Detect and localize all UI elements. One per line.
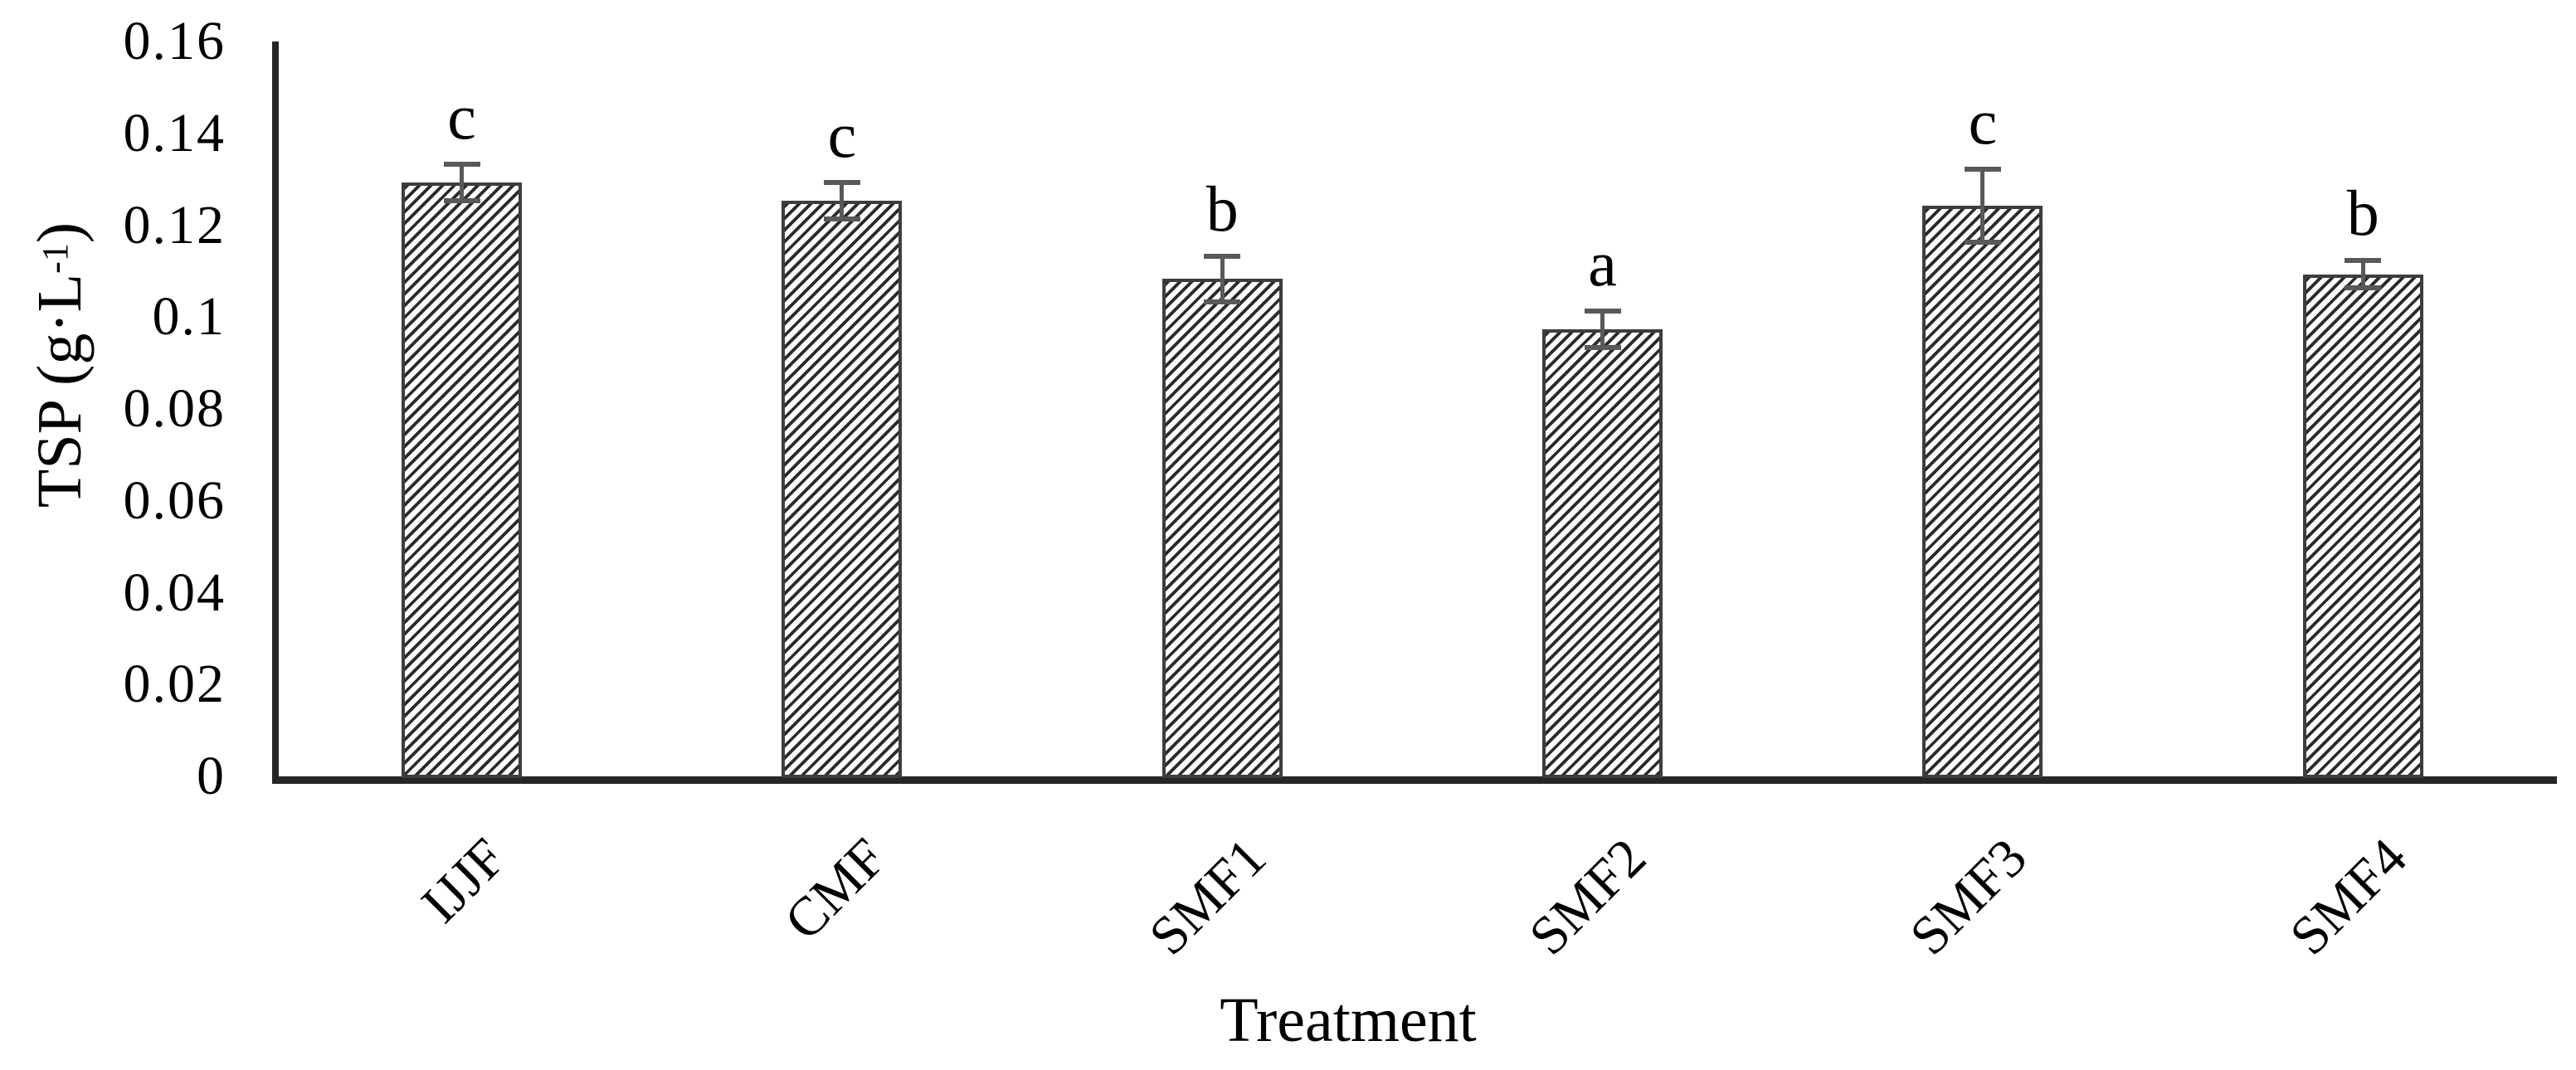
error-bar-cap-top: [823, 180, 860, 186]
error-bar-cap-bottom: [1584, 345, 1621, 351]
error-bar-cap-top: [2345, 258, 2382, 264]
x-category-label-smf4: SMF4: [2278, 827, 2419, 967]
error-bar-cap-bottom: [1964, 240, 2001, 246]
y-tick-label: 0.1: [152, 286, 226, 348]
significance-letter: c: [1968, 85, 1998, 158]
error-bar-line: [1980, 168, 1985, 243]
bar-smf3: [1922, 205, 2043, 778]
y-tick-label: 0: [197, 746, 226, 806]
error-bar-cap-bottom: [443, 198, 480, 204]
error-bar-cap-bottom: [1204, 299, 1241, 305]
y-tick-label: 0.16: [123, 11, 226, 71]
error-bar-line: [840, 182, 845, 220]
bar-smf2: [1542, 329, 1663, 778]
error-bar-cap-top: [1204, 253, 1241, 259]
y-tick-label: 0.04: [123, 562, 226, 623]
significance-letter: b: [2346, 177, 2379, 250]
x-axis-line: [272, 776, 2557, 784]
x-category-label-ijjf: IJJF: [409, 827, 518, 935]
y-tick-label: 0.02: [123, 654, 226, 715]
error-bar-line: [1220, 255, 1225, 303]
y-axis-line: [272, 41, 279, 783]
significance-letter: c: [827, 99, 857, 172]
significance-letter: c: [447, 80, 476, 153]
error-bar-cap-top: [1964, 166, 2001, 172]
y-tick-label: 0.14: [123, 102, 226, 163]
error-bar-line: [1600, 311, 1605, 348]
error-bar-cap-top: [1584, 309, 1621, 314]
bar-smf1: [1161, 279, 1283, 778]
error-bar-cap-bottom: [2345, 285, 2382, 291]
bar-cmf: [782, 201, 903, 778]
y-tick-label: 0.12: [123, 194, 226, 255]
significance-letter: a: [1588, 227, 1617, 300]
error-bar-cap-bottom: [823, 216, 860, 222]
y-tick-label: 0.06: [123, 469, 226, 531]
y-tick-label: 0.08: [123, 378, 226, 439]
x-category-label-smf1: SMF1: [1137, 827, 1278, 967]
error-bar-line: [460, 163, 465, 202]
x-axis-title: Treatment: [1220, 985, 1477, 1055]
y-axis-title: TSP (g·L-1): [25, 222, 95, 508]
x-category-label-smf2: SMF2: [1518, 827, 1658, 967]
error-bar-line: [2360, 260, 2365, 289]
error-bar-cap-top: [443, 161, 480, 167]
bar-smf4: [2302, 274, 2423, 778]
bar-ijjf: [402, 182, 523, 778]
significance-letter: b: [1205, 172, 1239, 245]
x-category-label-cmf: CMF: [772, 827, 898, 952]
x-category-label-smf3: SMF3: [1898, 827, 2038, 967]
